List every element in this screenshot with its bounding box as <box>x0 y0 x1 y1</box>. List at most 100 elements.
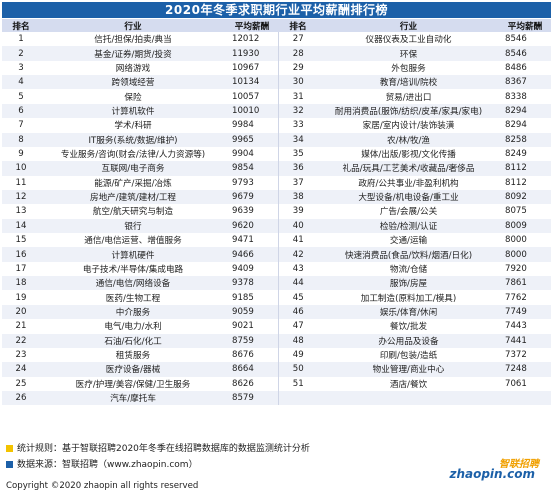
salary-cell: 8664 <box>226 362 278 377</box>
industry-cell: IT服务(系统/数据/维护) <box>40 132 226 147</box>
header-rank: 排名 <box>278 19 318 32</box>
salary-cell: 7441 <box>499 333 551 348</box>
salary-cell: 7248 <box>499 362 551 377</box>
salary-cell: 8112 <box>505 177 527 188</box>
industry-cell: 家居/室内设计/装饰装潢 <box>362 121 455 132</box>
industry-cell: 电子技术/半导体/集成电路 <box>82 264 184 275</box>
salary-cell: 10010 <box>226 103 278 119</box>
salary-cell: 9984 <box>232 120 254 131</box>
table-row: 22 石油/石化/化工 8759 48 办公用品及设备 7441 <box>2 333 551 348</box>
rank-cell: 44 <box>277 276 318 291</box>
industry-cell: 互联网/电子商务 <box>40 161 226 176</box>
rank-cell: 27 <box>277 32 318 47</box>
salary-cell: 9904 <box>232 149 254 160</box>
rank-cell: 5 <box>18 91 24 102</box>
industry-cell: 外包服务 <box>391 63 426 74</box>
salary-cell: 9679 <box>226 189 278 205</box>
salary-cell: 8092 <box>499 189 551 205</box>
rank-cell: 12 <box>2 189 40 205</box>
table-row: 12 房地产/建筑/建材/工程 9679 38 大型设备/机电设备/重工业 8092 <box>2 189 551 205</box>
industry-cell: 信托/担保/拍卖/典当 <box>94 35 172 46</box>
rank-cell: 4 <box>2 75 40 90</box>
table-row: 11 能源/矿产/采掘/冶炼 9793 37 政府/公共事业/非盈利机构 8112 <box>2 175 551 190</box>
salary-cell: 8338 <box>505 91 527 102</box>
salary-cell: 9185 <box>232 292 254 303</box>
salary-cell: 10134 <box>226 75 278 90</box>
industry-cell: 仪器仪表及工业自动化 <box>365 35 452 46</box>
logo-cn-text: 智联招聘 <box>499 459 539 470</box>
rank-cell: 9 <box>18 149 24 160</box>
rank-cell: 16 <box>2 247 40 262</box>
salary-cell: 8294 <box>505 120 527 131</box>
rank-cell: 3 <box>18 62 24 73</box>
salary-cell: 9854 <box>226 161 278 176</box>
industry-cell: 网络游戏 <box>115 63 151 74</box>
copyright: Copyright ©2020 zhaopin all rights reser… <box>6 481 199 491</box>
table-row: 13 航空/航天研究与制造 9639 39 广告/会展/公关 8075 <box>2 204 551 219</box>
table-row: 9 专业服务/咨询(财会/法律/人力资源等) 9904 35 媒体/出版/影视/文化传播… <box>2 146 551 162</box>
footer-note-source: 数据来源：智联招聘（www.zhaopin.com） <box>6 459 198 471</box>
header-industry: 行业 <box>40 19 226 32</box>
salary-cell: 8546 <box>505 34 527 45</box>
rank-cell: 35 <box>277 146 318 162</box>
salary-cell: 8579 <box>226 390 278 406</box>
industry-cell: 银行 <box>40 218 226 234</box>
salary-cell: 8676 <box>232 350 254 361</box>
salary-cell: 8367 <box>499 75 551 90</box>
rank-cell: 10 <box>2 161 40 176</box>
rank-cell: 6 <box>2 103 40 119</box>
rank-cell: 28 <box>277 46 318 61</box>
table-row: 1 信托/担保/拍卖/典当 12012 27 仪器仪表及工业自动化 8546 <box>2 32 551 47</box>
industry-cell: 服饰/房屋 <box>318 276 499 291</box>
yellow-square-icon <box>6 445 13 452</box>
industry-cell: 汽车/摩托车 <box>40 390 226 406</box>
rank-cell: 40 <box>277 218 318 234</box>
footer-note-source-text: 数据来源：智联招聘（www.zhaopin.com） <box>17 460 198 470</box>
logo-en-text: zhaopin.com <box>449 467 535 481</box>
salary-cell: 9620 <box>226 218 278 234</box>
salary-cell: 10967 <box>232 62 260 73</box>
rank-cell: 49 <box>277 347 318 363</box>
rank-cell: 45 <box>277 290 318 305</box>
table-row: 15 通信/电信运营、增值服务 9471 41 交通/运输 8000 <box>2 233 551 248</box>
industry-cell: 教育/培训/院校 <box>318 75 499 90</box>
salary-cell: 7920 <box>505 263 527 274</box>
industry-cell: 交通/运输 <box>389 236 428 247</box>
rank-cell: 34 <box>277 132 318 147</box>
salary-cell: 9378 <box>226 276 278 291</box>
salary-cell: 8486 <box>505 62 527 73</box>
industry-cell: 房地产/建筑/建材/工程 <box>40 189 226 205</box>
rank-cell: 22 <box>2 333 40 348</box>
table-row: 16 计算机硬件 9466 42 快速消费品(食品/饮料/烟酒/日化) 8000 <box>2 247 551 262</box>
rank-cell: 17 <box>15 263 27 274</box>
table-row: 3 网络游戏 10967 29 外包服务 8486 <box>2 60 551 76</box>
salary-cell: 8075 <box>505 206 527 217</box>
header-salary: 平均薪酬 <box>226 19 278 32</box>
salary-cell: 7061 <box>505 378 527 389</box>
salary-cell: 7762 <box>505 292 527 303</box>
rank-cell: 21 <box>15 321 27 332</box>
salary-cell: 9639 <box>232 206 254 217</box>
industry-cell: 专业服务/咨询(财会/法律/人力资源等) <box>60 150 206 161</box>
industry-cell: 学术/科研 <box>114 121 152 132</box>
table-row: 21 电气/电力/水利 9021 47 餐饮/批发 7443 <box>2 319 551 334</box>
rank-cell: 18 <box>2 276 40 291</box>
rank-cell: 8 <box>2 132 40 147</box>
table-row: 10 互联网/电子商务 9854 36 礼品/玩具/工艺美术/收藏品/奢侈品 8112 <box>2 161 551 176</box>
salary-cell: 11930 <box>226 46 278 61</box>
table-row: 19 医药/生物工程 9185 45 加工制造(原料加工/模具) 7762 <box>2 290 551 305</box>
table-row: 5 保险 10057 31 贸易/进出口 8338 <box>2 89 551 104</box>
rank-cell: 36 <box>277 161 318 176</box>
rank-cell: 25 <box>15 378 27 389</box>
rank-cell: 26 <box>2 390 40 406</box>
empty-cell <box>318 390 499 406</box>
salary-cell: 8000 <box>505 235 527 246</box>
header-industry: 行业 <box>318 19 499 32</box>
salary-cell: 9965 <box>226 132 278 147</box>
rank-cell: 30 <box>277 75 318 90</box>
rank-cell: 50 <box>277 362 318 377</box>
rank-cell: 33 <box>277 118 318 133</box>
industry-cell: 计算机硬件 <box>40 247 226 262</box>
industry-cell: 农/林/牧/渔 <box>318 132 499 147</box>
industry-cell: 环保 <box>318 46 499 61</box>
